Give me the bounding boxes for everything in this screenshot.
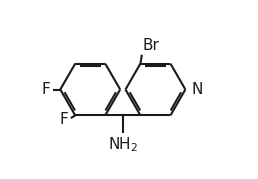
Text: F: F: [60, 112, 69, 127]
Text: F: F: [42, 82, 51, 97]
Text: N: N: [191, 82, 203, 97]
Text: NH$_2$: NH$_2$: [108, 136, 138, 154]
Text: Br: Br: [143, 38, 159, 53]
